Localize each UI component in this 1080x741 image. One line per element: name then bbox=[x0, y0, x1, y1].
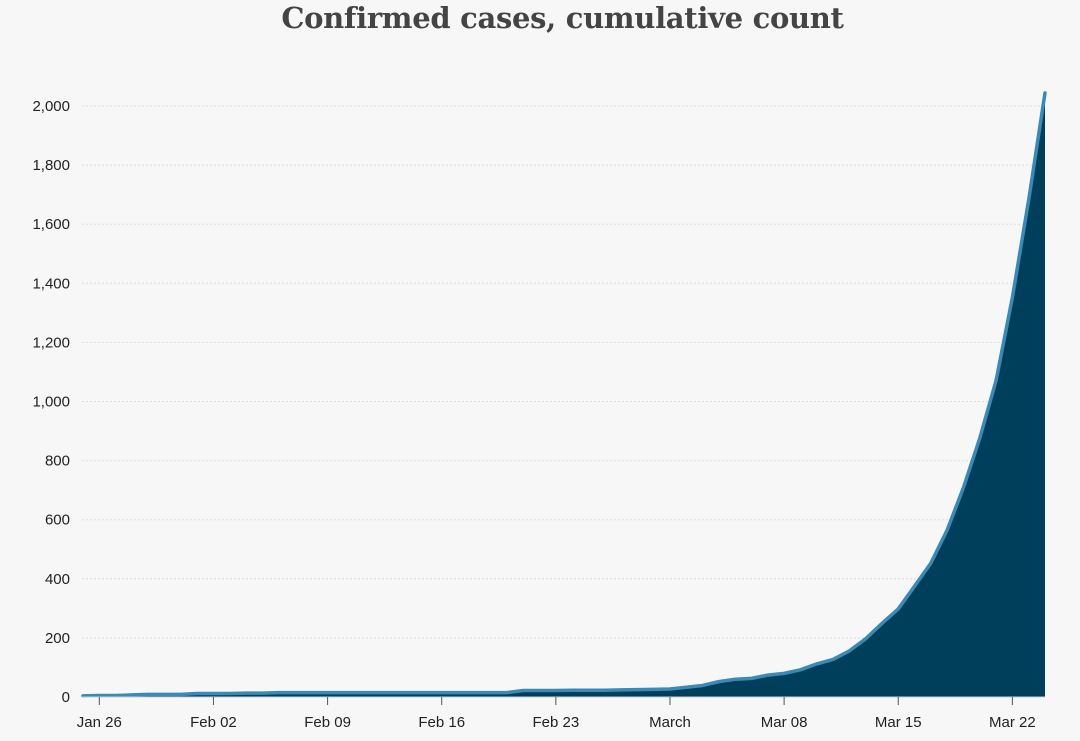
x-tick-label: Jan 26 bbox=[77, 714, 122, 731]
y-tick-label: 1,000 bbox=[32, 394, 70, 411]
y-tick-label: 1,200 bbox=[32, 334, 70, 351]
chart-title: Confirmed cases, cumulative count bbox=[281, 1, 844, 35]
x-tick-label: Feb 23 bbox=[532, 714, 579, 731]
x-tick-label: Mar 08 bbox=[761, 714, 808, 731]
y-tick-label: 1,400 bbox=[32, 275, 70, 292]
x-tick-label: Mar 22 bbox=[989, 714, 1036, 731]
x-tick-label: Feb 09 bbox=[304, 714, 351, 731]
x-tick-label: Mar 15 bbox=[875, 714, 922, 731]
y-tick-label: 0 bbox=[62, 689, 70, 706]
x-tick-label: Feb 02 bbox=[190, 714, 237, 731]
y-tick-label: 600 bbox=[45, 512, 70, 529]
y-tick-label: 1,600 bbox=[32, 216, 70, 233]
area-fill bbox=[83, 93, 1045, 697]
y-tick-label: 800 bbox=[45, 453, 70, 470]
y-tick-label: 400 bbox=[45, 571, 70, 588]
x-tick-label: Feb 16 bbox=[418, 714, 465, 731]
y-tick-label: 200 bbox=[45, 630, 70, 647]
x-tick-label: March bbox=[649, 714, 691, 731]
y-tick-label: 2,000 bbox=[32, 98, 70, 115]
series-line bbox=[81, 91, 1047, 698]
y-tick-label: 1,800 bbox=[32, 157, 70, 174]
